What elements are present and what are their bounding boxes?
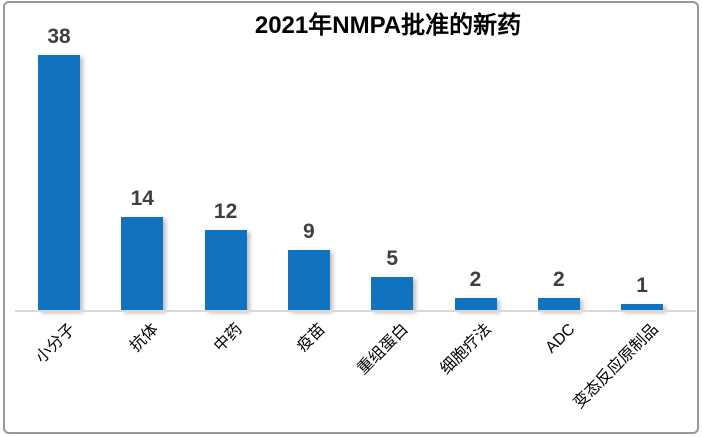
bar-value-label: 9 xyxy=(303,220,315,244)
x-axis-category-label: 变态反应原制品 xyxy=(570,320,662,412)
bar-value-label: 2 xyxy=(552,267,565,291)
bar xyxy=(621,304,664,311)
chart-title: 2021年NMPA批准的新药 xyxy=(254,12,522,39)
bar-value-label: 1 xyxy=(636,274,648,298)
bar-value-label: 2 xyxy=(469,267,482,291)
bar xyxy=(204,230,247,311)
bar xyxy=(121,216,164,311)
bar xyxy=(454,297,497,311)
bar-value-label: 5 xyxy=(386,247,399,271)
bar xyxy=(371,277,414,311)
x-axis-category-label: 小分子 xyxy=(32,320,79,367)
x-axis-category-label: 重组蛋白 xyxy=(354,320,412,378)
bar-value-label: 12 xyxy=(213,200,238,224)
x-axis-category-label: ADC xyxy=(542,320,579,357)
bar-value-label: 14 xyxy=(130,186,154,210)
x-axis-category-label: 中药 xyxy=(210,320,246,356)
bar xyxy=(537,297,580,311)
bar xyxy=(287,250,330,311)
bar-value-label: 38 xyxy=(47,25,71,48)
x-axis-category-label: 疫苗 xyxy=(293,320,329,356)
x-axis-category-label: 细胞疗法 xyxy=(437,320,496,378)
bar xyxy=(38,55,80,311)
x-axis-line xyxy=(15,310,696,312)
x-axis-category-label: 抗体 xyxy=(127,320,163,356)
